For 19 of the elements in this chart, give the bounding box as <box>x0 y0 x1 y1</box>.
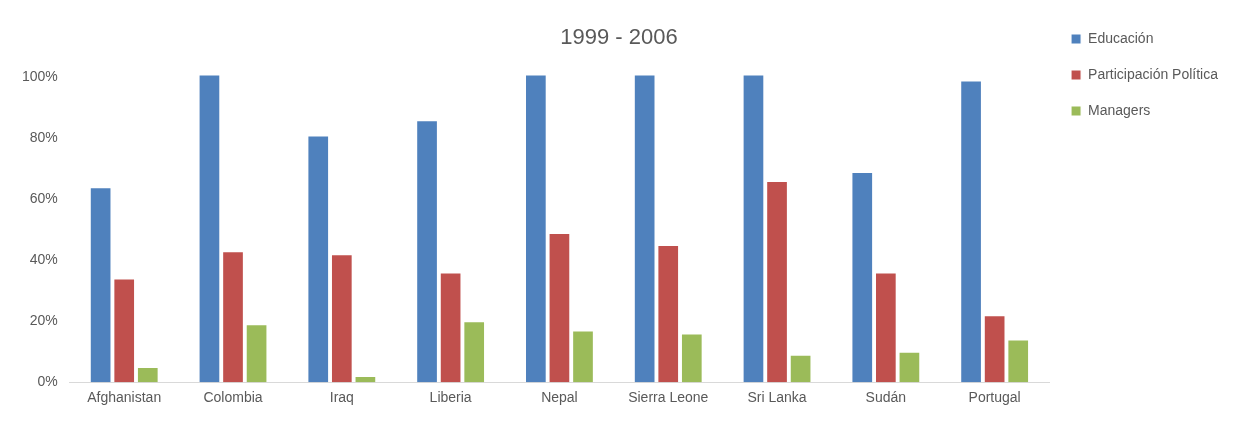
x-tick-label: Nepal <box>541 389 578 406</box>
legend-label: Educación <box>1088 29 1154 46</box>
y-tick-label: 80% <box>29 129 58 146</box>
y-tick-label: 20% <box>29 312 58 329</box>
x-tick-label: Afghanistan <box>87 389 162 406</box>
x-tick-label: Iraq <box>329 389 354 406</box>
legend-label: Managers <box>1088 101 1151 118</box>
y-tick-label: 60% <box>29 190 58 207</box>
y-tick-label: 100% <box>21 68 58 85</box>
legend-label: Participación Política <box>1088 65 1219 82</box>
x-tick-label: Portugal <box>968 389 1021 406</box>
x-tick-label: Sri Lanka <box>747 389 807 406</box>
x-tick-label: Liberia <box>429 389 472 406</box>
x-tick-label: Colombia <box>203 389 263 406</box>
x-tick-label: Sudán <box>865 389 907 406</box>
y-tick-label: 0% <box>37 373 58 390</box>
chart-title: 1999 - 2006 <box>560 24 678 50</box>
x-tick-label: Sierra Leone <box>628 389 709 406</box>
y-tick-label: 40% <box>29 251 58 268</box>
